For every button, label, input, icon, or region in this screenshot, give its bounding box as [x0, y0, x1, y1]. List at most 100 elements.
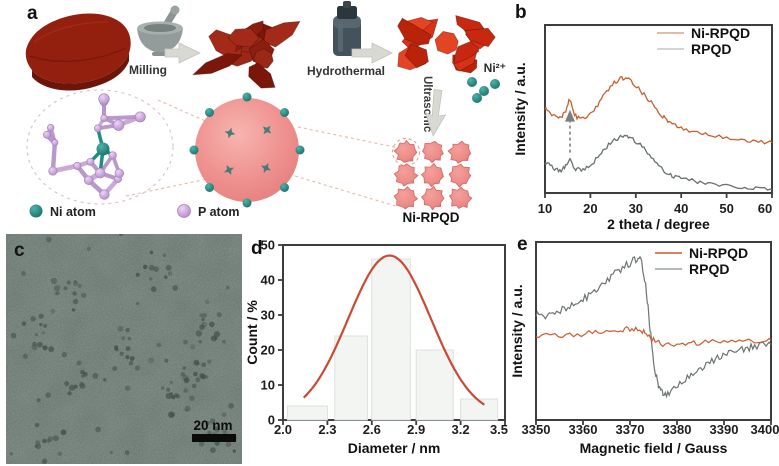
ni-rpqd-dot — [448, 186, 473, 210]
plot-frame — [535, 241, 772, 421]
y-tick-label-40: 40 — [261, 273, 275, 288]
synthesis-schematic: Milling Hydrothermal — [25, 1, 506, 225]
x-tick-label-20: 20 — [583, 201, 597, 216]
ni-rpqd-dot — [447, 140, 472, 164]
panel-d-size-distribution: d 2.0 2.3 2.6 2.9 3.2 3.5 0 10 20 30 40 50 Count / %… — [244, 232, 513, 466]
ni-atom-label: Ni atom — [50, 205, 96, 219]
p-atom — [47, 124, 55, 132]
x-tick-label-3.5: 3.5 — [490, 422, 508, 437]
xrd-curve-Ni-RPQD — [544, 75, 773, 145]
milled-flakes — [191, 20, 301, 89]
histogram-bar — [371, 258, 411, 421]
y-tick-label-50: 50 — [261, 238, 275, 253]
legend-label-Ni-RPQD: Ni-RPQD — [691, 25, 750, 41]
p-atom — [48, 166, 58, 176]
tem-dark-grain — [6, 234, 242, 464]
ni-rpqd-dot — [393, 163, 419, 187]
milling-label: Milling — [129, 63, 167, 77]
x-tick-label-3390: 3390 — [710, 422, 739, 437]
p-atom-swatch — [177, 204, 191, 218]
panel-b-label: b — [515, 2, 527, 23]
ni-rpqd-dot — [420, 162, 444, 188]
x-tick-label-30: 30 — [629, 201, 643, 216]
legend-label-RPQD: RPQD — [689, 261, 729, 277]
flake — [397, 17, 432, 46]
ni-rpqd-dot — [422, 140, 444, 164]
x-tick-label-50: 50 — [719, 201, 733, 216]
epr-chart-mount: 3350 3360 3370 3380 3390 3400 Intensity / a.u.… — [508, 232, 779, 466]
flake — [404, 43, 429, 69]
x-tick-label-2.3: 2.3 — [318, 422, 336, 437]
ultrasonic-arrow-icon — [424, 89, 447, 137]
y-axis-title: Intensity / a.u. — [509, 284, 525, 377]
atom-legend: Ni atom P atom — [29, 204, 239, 219]
x-tick-label-2.0: 2.0 — [274, 422, 292, 437]
doped-ni-sites — [224, 125, 272, 175]
quantum-dot-sphere — [189, 92, 305, 208]
epr-plot: 3350 3360 3370 3380 3390 3400 Intensity / a.u.… — [509, 241, 779, 456]
xrd-curve-RPQD — [544, 134, 773, 191]
histogram-bar — [415, 349, 454, 421]
p-atom — [94, 167, 106, 179]
p-atom — [99, 189, 110, 200]
p-p-bond — [102, 114, 143, 121]
p-atom — [51, 139, 59, 147]
p-atom — [43, 130, 51, 139]
p-atom — [98, 93, 110, 105]
p-atom — [134, 111, 146, 123]
x-tick-label-3360: 3360 — [569, 422, 598, 437]
autoclave-icon — [333, 1, 361, 56]
scale-bar-label: 20 nm — [193, 418, 232, 433]
p-atom — [100, 114, 108, 122]
flake — [434, 31, 459, 55]
histogram-bar — [460, 398, 499, 421]
flake — [253, 48, 274, 69]
epr-curve-Ni-RPQD — [535, 325, 772, 348]
p-atom — [86, 157, 95, 166]
panel-d-label: d — [251, 238, 263, 259]
y-axis-title: Intensity / a.u. — [512, 62, 528, 155]
y-tick-label-10: 10 — [261, 378, 275, 393]
legend-label-RPQD: RPQD — [691, 41, 731, 57]
histogram-bar — [286, 405, 328, 421]
tem-image: c 20 nm — [6, 232, 242, 465]
ni-rpqd-grid — [393, 139, 473, 211]
x-axis-title: Magnetic field / Gauss — [580, 440, 728, 456]
p-atom — [83, 175, 94, 185]
milling-arrow-icon — [164, 42, 201, 64]
p-atom — [73, 161, 82, 170]
panel-e-label: e — [517, 234, 528, 255]
gaussian-fit-curve — [302, 254, 485, 406]
y-tick-label-30: 30 — [261, 308, 275, 323]
x-tick-label-2.6: 2.6 — [363, 422, 381, 437]
panel-e-epr: e 3350 3360 3370 3380 3390 3400 Intensity / a.… — [508, 232, 779, 466]
hydrothermal-arrow-icon — [351, 42, 393, 64]
mortar-pestle-icon — [137, 5, 183, 56]
p-atom — [114, 168, 125, 179]
phosphorus-network — [43, 93, 146, 200]
bulk-red-phosphorus — [25, 13, 131, 91]
panel-a-schematic: a — [0, 0, 512, 232]
ni-rpqd-product-label: Ni-RPQD — [403, 210, 460, 225]
x-tick-label-2.9: 2.9 — [407, 422, 425, 437]
panel-b-xrd: b 10 20 30 40 50 60 Intensity / a.u. 2 theta / … — [505, 0, 779, 232]
x-tick-label-10: 10 — [538, 201, 552, 216]
p-p-bond — [50, 140, 58, 174]
y-tick-label-0: 0 — [268, 413, 275, 428]
x-axis-title: 2 theta / degree — [607, 216, 710, 232]
ni-atom-center — [96, 142, 110, 156]
flake — [191, 53, 243, 76]
histogram-bar — [334, 335, 368, 421]
x-axis-title: Diameter / nm — [348, 440, 441, 456]
x-tick-label-3.2: 3.2 — [452, 422, 470, 437]
size-distribution-chart-mount: 2.0 2.3 2.6 2.9 3.2 3.5 0 10 20 30 40 50 Count / % Di… — [244, 232, 513, 466]
p-atom — [108, 151, 117, 160]
nickel-ions — [467, 77, 500, 103]
peak-annotation-arrow-head — [564, 109, 575, 122]
ni-rpqd-dot — [448, 163, 472, 188]
p-atom — [112, 119, 125, 131]
ni-rpqd-dot — [421, 185, 445, 211]
ni-atom-swatch — [29, 204, 43, 218]
panel-c-label: c — [14, 240, 25, 261]
y-tick-label-20: 20 — [261, 343, 275, 358]
